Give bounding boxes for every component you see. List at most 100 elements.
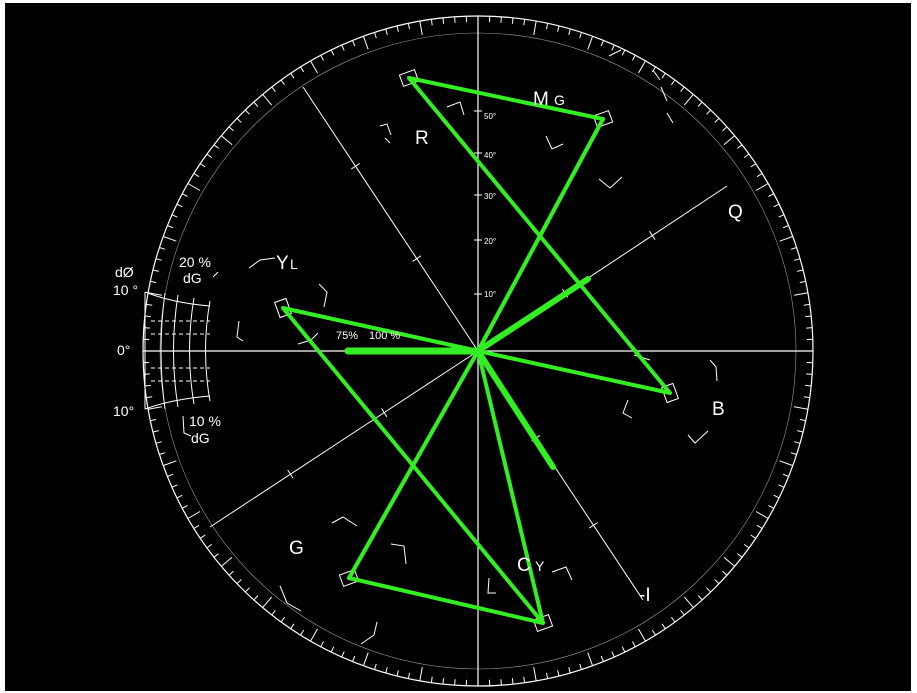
label-green: G xyxy=(289,538,304,559)
degree-tick xyxy=(187,511,201,519)
degree-tick xyxy=(341,44,345,51)
degree-tick xyxy=(714,117,720,123)
bracket-green-inner xyxy=(331,516,407,565)
degree-tick xyxy=(430,676,433,683)
degree-tick xyxy=(768,505,775,509)
degree-tick xyxy=(221,135,233,146)
degree-tick xyxy=(632,641,636,648)
target-box-red xyxy=(398,68,420,88)
bracket-blue-lower xyxy=(622,399,709,444)
trace-red-blue xyxy=(407,76,672,395)
degree-tick xyxy=(206,153,213,159)
axis-tick xyxy=(351,162,360,170)
degree-tick xyxy=(670,79,676,86)
label-cyan-main: C xyxy=(517,555,531,576)
degree-tick xyxy=(163,235,177,242)
degree-tick xyxy=(806,373,813,375)
degree-tick xyxy=(187,183,201,191)
degree-tick xyxy=(706,109,712,115)
degree-tick xyxy=(661,73,666,79)
gain-upper-bracket xyxy=(212,271,219,278)
ruler-label-50: 50° xyxy=(484,112,496,121)
degree-tick xyxy=(803,396,810,399)
degree-tick xyxy=(206,543,213,549)
degree-tick xyxy=(352,655,356,662)
degree-tick xyxy=(176,203,183,208)
ruler-label-40: 40° xyxy=(484,151,496,160)
label-blue: B xyxy=(712,399,725,420)
degree-tick xyxy=(782,473,789,477)
degree-tick xyxy=(385,667,388,674)
degree-tick xyxy=(341,651,345,658)
gain-lower-unit: dG xyxy=(191,430,210,446)
degree-tick xyxy=(159,247,166,250)
degree-tick xyxy=(714,579,720,585)
label-yellow-main: Y xyxy=(276,253,289,274)
degree-tick xyxy=(221,556,233,567)
bracket-cyan xyxy=(487,566,573,594)
phase-symbol: dØ xyxy=(115,264,134,280)
degree-tick xyxy=(228,570,234,576)
degree-tick xyxy=(750,534,756,539)
degree-tick xyxy=(651,629,656,636)
bracket-yellow-lower xyxy=(236,320,319,345)
degree-tick xyxy=(797,430,804,433)
degree-tick xyxy=(600,655,604,662)
ruler-label-30: 30° xyxy=(484,192,496,201)
degree-tick xyxy=(181,193,188,197)
degree-tick xyxy=(253,101,259,107)
vectorscope-display: 50° 40° 30° 20° 10° xyxy=(5,3,911,691)
degree-tick xyxy=(146,303,153,306)
degree-tick xyxy=(680,86,685,93)
target-box-magenta xyxy=(592,109,614,129)
degree-tick xyxy=(523,676,526,683)
bracket-yellow-upper xyxy=(248,257,328,308)
phase-zero-label: 0° xyxy=(117,342,130,358)
label-red: R xyxy=(415,128,429,149)
degree-tick xyxy=(743,543,750,549)
degree-tick xyxy=(723,556,735,567)
degree-tick xyxy=(310,628,318,642)
degree-tick xyxy=(236,117,242,123)
degree-tick xyxy=(794,292,808,296)
degree-tick xyxy=(621,49,626,56)
degree-tick xyxy=(651,66,656,73)
degree-tick xyxy=(442,17,445,24)
vectorscope-graticule: 50° 40° 30° 20° 10° xyxy=(113,15,814,687)
degree-tick xyxy=(150,418,157,422)
degree-tick xyxy=(193,173,200,178)
degree-tick xyxy=(163,460,177,467)
degree-tick xyxy=(171,214,178,218)
degree-tick xyxy=(290,73,295,79)
degree-tick xyxy=(611,651,615,658)
degree-tick xyxy=(407,672,411,679)
degree-tick xyxy=(280,616,286,623)
degree-tick xyxy=(799,418,806,422)
degree-tick xyxy=(152,430,159,433)
degree-tick xyxy=(193,524,200,529)
degree-tick xyxy=(300,629,305,636)
degree-tick xyxy=(790,452,797,455)
gain-upper-pct: 20 % xyxy=(179,254,211,270)
degree-tick xyxy=(779,460,793,467)
degree-tick xyxy=(587,652,594,666)
degree-tick xyxy=(587,36,594,50)
degree-tick xyxy=(736,553,743,558)
degree-tick xyxy=(756,173,763,178)
degree-tick xyxy=(670,616,676,623)
degree-tick xyxy=(155,441,162,444)
degree-tick xyxy=(697,101,703,107)
degree-tick xyxy=(773,203,780,208)
degree-tick xyxy=(442,678,445,685)
degree-tick xyxy=(661,623,666,629)
degree-tick xyxy=(430,19,433,26)
degree-tick xyxy=(181,505,188,509)
degree-tick xyxy=(374,663,377,670)
degree-tick xyxy=(244,109,250,115)
degree-tick xyxy=(756,524,763,529)
degree-tick xyxy=(778,484,785,488)
degree-tick xyxy=(782,225,789,229)
degree-tick xyxy=(523,19,526,26)
degree-tick xyxy=(697,595,703,601)
degree-tick xyxy=(799,280,806,284)
